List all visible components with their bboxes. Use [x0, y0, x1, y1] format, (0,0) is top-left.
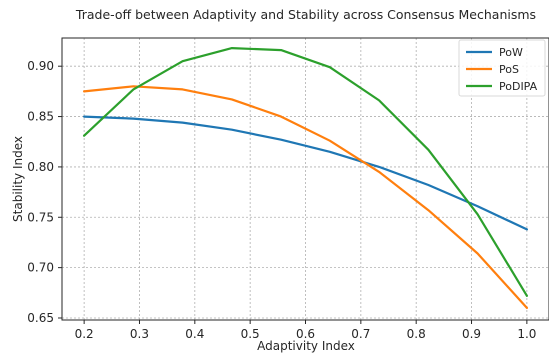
- x-tick-label: 0.9: [462, 327, 481, 341]
- x-tick-label: 0.7: [351, 327, 370, 341]
- legend-label-pos: PoS: [499, 63, 519, 76]
- x-tick-label: 0.2: [75, 327, 94, 341]
- y-tick-label: 0.90: [27, 59, 54, 73]
- y-tick-label: 0.65: [27, 311, 54, 325]
- y-tick-label: 0.80: [27, 160, 54, 174]
- legend-frame: [458, 39, 546, 97]
- series-line-podipa: [82, 46, 529, 297]
- series-line-pow: [82, 115, 529, 231]
- x-axis-label: Adaptivity Index: [257, 339, 355, 353]
- legend-label-podipa: PoDIPA: [499, 80, 538, 93]
- y-tick-label: 0.85: [27, 110, 54, 124]
- x-tick-label: 1.0: [517, 327, 536, 341]
- y-tick-label: 0.75: [27, 210, 54, 224]
- x-tick-label: 0.5: [241, 327, 260, 341]
- series-lines: [82, 46, 529, 309]
- x-tick-label: 0.8: [407, 327, 426, 341]
- x-tick-label: 0.4: [185, 327, 204, 341]
- legend: PoW PoS PoDIPA: [458, 39, 546, 97]
- y-tick-label: 0.70: [27, 261, 54, 275]
- legend-label-pow: PoW: [499, 46, 523, 59]
- grid: [62, 38, 549, 320]
- ticks: 0.2 0.3 0.4 0.5 0.6 0.7 0.8 0.9 1.0 0.65 0.70 0.75 0…: [27, 59, 536, 341]
- series-line-pos: [82, 85, 529, 309]
- x-tick-label: 0.6: [296, 327, 315, 341]
- x-tick-label: 0.3: [130, 327, 149, 341]
- y-axis-label: Stability Index: [11, 136, 25, 222]
- chart-title: Trade-off between Adaptivity and Stabili…: [75, 7, 536, 22]
